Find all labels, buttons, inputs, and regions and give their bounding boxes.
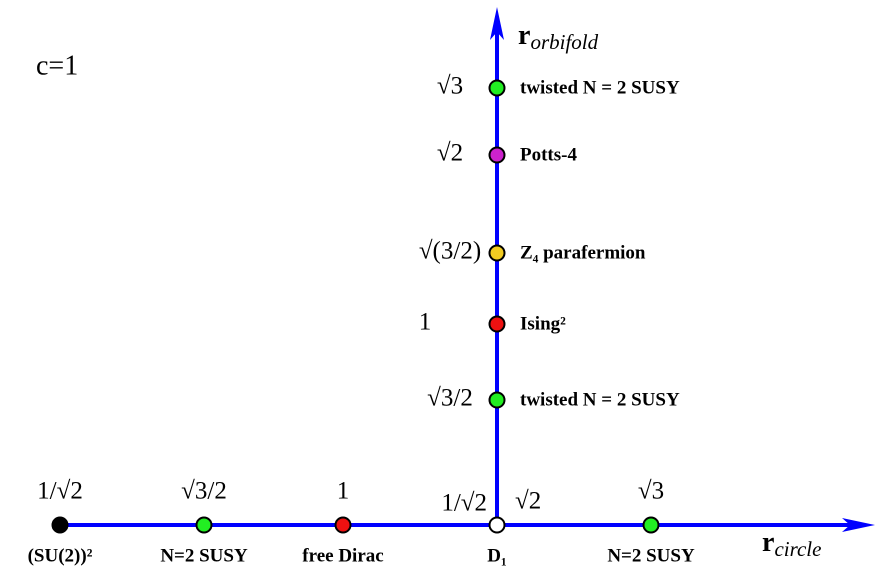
vertical-arrow [490,7,504,40]
symbol: r [518,20,530,51]
subscript: circle [774,537,821,561]
symbol: r [762,527,774,558]
horizontal-axis-label: rcircle [762,527,821,560]
value-label: √2 [437,140,463,167]
value-label: 1/√2 [37,478,83,505]
value-label: 1 [419,309,432,336]
point [488,244,506,262]
point [195,516,213,534]
horizontal-arrow [842,518,875,532]
value-label: √(3/2) [419,238,481,265]
point [51,516,69,534]
point-name: (SU(2))² [28,545,93,566]
point [334,516,352,534]
value-label: 1 [337,478,350,505]
point-name: Potts-4 [520,144,577,165]
point-name: D₁ [487,545,506,566]
point [488,146,506,164]
point-name: twisted N = 2 SUSY [520,77,680,98]
point-name: Ising² [520,313,566,334]
vertical-axis-label: rorbifold [518,20,599,53]
value-label: √2 [515,488,541,515]
point [642,516,660,534]
value-label: √3/2 [427,385,473,412]
value-label: √3/2 [181,478,227,505]
value-label: √3 [437,73,463,100]
point [488,391,506,409]
value-label: √3 [638,478,664,505]
point-name: N=2 SUSY [160,545,248,566]
point-name: Z₄ parafermion [520,242,646,263]
point-name: N=2 SUSY [607,545,695,566]
point-name: free Dirac [302,545,383,566]
point-name: twisted N = 2 SUSY [520,389,680,410]
point [488,79,506,97]
point [488,516,506,534]
value-label: 1/√2 [441,490,487,517]
subscript: orbifold [530,30,598,54]
title: c=1 [36,50,78,81]
point [488,315,506,333]
